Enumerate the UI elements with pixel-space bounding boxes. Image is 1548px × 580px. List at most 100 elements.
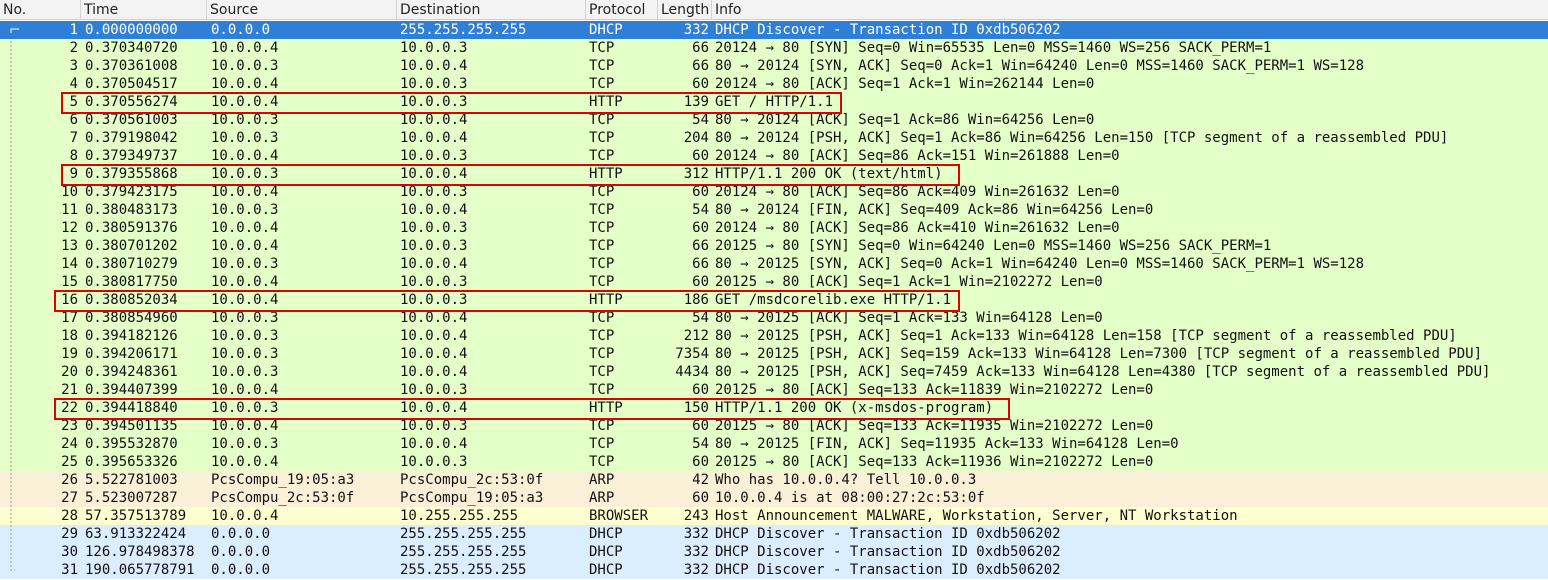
packet-row[interactable]: 26 5.522781003 PcsCompu_19:05:a3 PcsCompu_2… (0, 471, 1548, 489)
packet-length-cell: 54 (692, 202, 709, 218)
packet-protocol-cell: TCP (589, 76, 615, 92)
packet-no-cell: 1 (69, 22, 78, 38)
packet-row[interactable]: 21 0.394407399 10.0.0.4 10.0.0.3 TCP 60 20125 … (0, 381, 1548, 399)
packet-no-cell: 23 (61, 418, 78, 434)
packet-length-cell: 212 (683, 328, 709, 344)
packet-row[interactable]: 24 0.395532870 10.0.0.3 10.0.0.4 TCP 54 80 → 2… (0, 435, 1548, 453)
column-header-no[interactable]: No. (3, 2, 27, 18)
packet-time-cell: 0.379198042 (85, 130, 178, 146)
packet-time-cell: 0.394407399 (85, 382, 178, 398)
packet-no-cell: 10 (61, 184, 78, 200)
packet-time-cell: 0.395653326 (85, 454, 178, 470)
packet-length-cell: 332 (683, 526, 709, 542)
packet-protocol-cell: DHCP (589, 526, 623, 542)
packet-row[interactable]: 3 0.370361008 10.0.0.3 10.0.0.4 TCP 66 80 → 20… (0, 57, 1548, 75)
packet-row[interactable]: 12 0.380591376 10.0.0.4 10.0.0.3 TCP 60 20124 … (0, 219, 1548, 237)
column-header-length[interactable]: Length (657, 0, 711, 20)
packet-source-cell: PcsCompu_19:05:a3 (211, 472, 355, 488)
packet-protocol-cell: TCP (589, 184, 615, 200)
packet-row[interactable]: 23 0.394501135 10.0.0.4 10.0.0.3 TCP 60 20125 … (0, 417, 1548, 435)
packet-time-cell: 0.394248361 (85, 364, 178, 380)
packet-protocol-cell: TCP (589, 328, 615, 344)
packet-length-cell: 66 (692, 238, 709, 254)
packet-time-cell: 0.394501135 (85, 418, 178, 434)
packet-row[interactable]: 6 0.370561003 10.0.0.3 10.0.0.4 TCP 54 80 → 20… (0, 111, 1548, 129)
packet-no-cell: 31 (61, 562, 78, 578)
packet-row[interactable]: 11 0.380483173 10.0.0.3 10.0.0.4 TCP 54 80 → 2… (0, 201, 1548, 219)
packet-info-cell: Who has 10.0.0.4? Tell 10.0.0.3 (715, 472, 977, 488)
packet-destination-cell: PcsCompu_2c:53:0f (400, 472, 544, 488)
packet-row[interactable]: 20 0.394248361 10.0.0.3 10.0.0.4 TCP 4434 80 →… (0, 363, 1548, 381)
packet-destination-cell: 10.0.0.4 (400, 310, 468, 326)
packet-protocol-cell: HTTP (589, 400, 623, 416)
packet-protocol-cell: TCP (589, 436, 615, 452)
packet-length-cell: 60 (692, 274, 709, 290)
packet-protocol-cell: BROWSER (589, 508, 649, 524)
packet-info-cell: 20124 → 80 [ACK] Seq=86 Ack=409 Win=2616… (715, 184, 1120, 200)
packet-protocol-cell: TCP (589, 364, 615, 380)
packet-length-cell: 243 (683, 508, 709, 524)
packet-no-cell: 11 (61, 202, 78, 218)
packet-row[interactable]: 9 0.379355868 10.0.0.3 10.0.0.4 HTTP 312 HTTP/… (0, 165, 1548, 183)
packet-protocol-cell: HTTP (589, 292, 623, 308)
packet-protocol-cell: TCP (589, 238, 615, 254)
packet-no-cell: 18 (61, 328, 78, 344)
packet-source-cell: 10.0.0.4 (211, 184, 279, 200)
packet-time-cell: 0.380817750 (85, 274, 178, 290)
packet-time-cell: 190.065778791 (85, 562, 195, 578)
packet-info-cell: GET / HTTP/1.1 (715, 94, 834, 110)
packet-info-cell: 20125 → 80 [SYN] Seq=0 Win=64240 Len=0 M… (715, 238, 1272, 254)
packet-row[interactable]: 31 190.065778791 0.0.0.0 255.255.255.255 DHC… (0, 561, 1548, 579)
packet-row[interactable]: 2 0.370340720 10.0.0.4 10.0.0.3 TCP 66 20124 →… (0, 39, 1548, 57)
packet-row[interactable]: 8 0.379349737 10.0.0.4 10.0.0.3 TCP 60 20124 →… (0, 147, 1548, 165)
packet-info-cell: 80 → 20124 [ACK] Seq=1 Ack=86 Win=64256 … (715, 112, 1095, 128)
packet-no-cell: 13 (61, 238, 78, 254)
packet-no-cell: 20 (61, 364, 78, 380)
packet-source-cell: 10.0.0.4 (211, 274, 279, 290)
packet-row[interactable]: 18 0.394182126 10.0.0.3 10.0.0.4 TCP 212 80 → … (0, 327, 1548, 345)
packet-no-cell: 5 (69, 94, 78, 110)
packet-destination-cell: 10.0.0.3 (400, 220, 468, 236)
packet-protocol-cell: DHCP (589, 22, 623, 38)
packet-no-cell: 17 (61, 310, 78, 326)
packet-info-cell: Host Announcement MALWARE, Workstation, … (715, 508, 1238, 524)
packet-row[interactable]: 10 0.379423175 10.0.0.4 10.0.0.3 TCP 60 20124 … (0, 183, 1548, 201)
packet-row[interactable]: 15 0.380817750 10.0.0.4 10.0.0.3 TCP 60 20125 … (0, 273, 1548, 291)
column-header-source[interactable]: Source (206, 0, 396, 20)
packet-time-cell: 0.380701202 (85, 238, 178, 254)
packet-row[interactable]: 27 5.523007287 PcsCompu_2c:53:0f PcsCompu_1… (0, 489, 1548, 507)
packet-no-cell: 24 (61, 436, 78, 452)
packet-no-cell: 6 (69, 112, 78, 128)
packet-row[interactable]: 17 0.380854960 10.0.0.3 10.0.0.4 TCP 54 80 → 2… (0, 309, 1548, 327)
packet-row[interactable]: 14 0.380710279 10.0.0.3 10.0.0.4 TCP 66 80 → 2… (0, 255, 1548, 273)
packet-row[interactable]: 30 126.978498378 0.0.0.0 255.255.255.255 DHC… (0, 543, 1548, 561)
packet-source-cell: 10.0.0.3 (211, 328, 279, 344)
packet-row[interactable]: 19 0.394206171 10.0.0.3 10.0.0.4 TCP 7354 80 →… (0, 345, 1548, 363)
packet-source-cell: 10.0.0.3 (211, 256, 279, 272)
packet-protocol-cell: TCP (589, 310, 615, 326)
packet-row[interactable]: 16 0.380852034 10.0.0.4 10.0.0.3 HTTP 186 GET … (0, 291, 1548, 309)
packet-row[interactable]: 1 0.000000000 0.0.0.0 255.255.255.255 DHCP 33… (0, 21, 1548, 39)
packet-time-cell: 5.523007287 (85, 490, 178, 506)
packet-time-cell: 0.394206171 (85, 346, 178, 362)
packet-info-cell: 80 → 20125 [SYN, ACK] Seq=0 Ack=1 Win=64… (715, 256, 1365, 272)
packet-destination-cell: 10.0.0.3 (400, 382, 468, 398)
packet-no-cell: 9 (69, 166, 78, 182)
packet-row[interactable]: 5 0.370556274 10.0.0.4 10.0.0.3 HTTP 139 GET /… (0, 93, 1548, 111)
packet-row[interactable]: 22 0.394418840 10.0.0.3 10.0.0.4 HTTP 150 HTTP… (0, 399, 1548, 417)
packet-length-cell: 60 (692, 382, 709, 398)
packet-row[interactable]: 4 0.370504517 10.0.0.4 10.0.0.3 TCP 60 20124 →… (0, 75, 1548, 93)
packet-time-cell: 126.978498378 (85, 544, 195, 560)
packet-time-cell: 0.000000000 (85, 22, 178, 38)
packet-row[interactable]: 29 63.913322424 0.0.0.0 255.255.255.255 DHCP… (0, 525, 1548, 543)
packet-info-cell: DHCP Discover - Transaction ID 0xdb50620… (715, 526, 1061, 542)
packet-time-cell: 0.395532870 (85, 436, 178, 452)
packet-row[interactable]: 25 0.395653326 10.0.0.4 10.0.0.3 TCP 60 20125 … (0, 453, 1548, 471)
packet-row[interactable]: 28 57.357513789 10.0.0.4 10.255.255.255 BROW… (0, 507, 1548, 525)
column-header-protocol[interactable]: Protocol (585, 0, 657, 20)
column-header-info[interactable]: Info (711, 0, 1548, 20)
column-header-time[interactable]: Time (80, 0, 206, 20)
packet-row[interactable]: 7 0.379198042 10.0.0.3 10.0.0.4 TCP 204 80 → 2… (0, 129, 1548, 147)
packet-row[interactable]: 13 0.380701202 10.0.0.4 10.0.0.3 TCP 66 20125 … (0, 237, 1548, 255)
column-header-destination[interactable]: Destination (396, 0, 585, 20)
